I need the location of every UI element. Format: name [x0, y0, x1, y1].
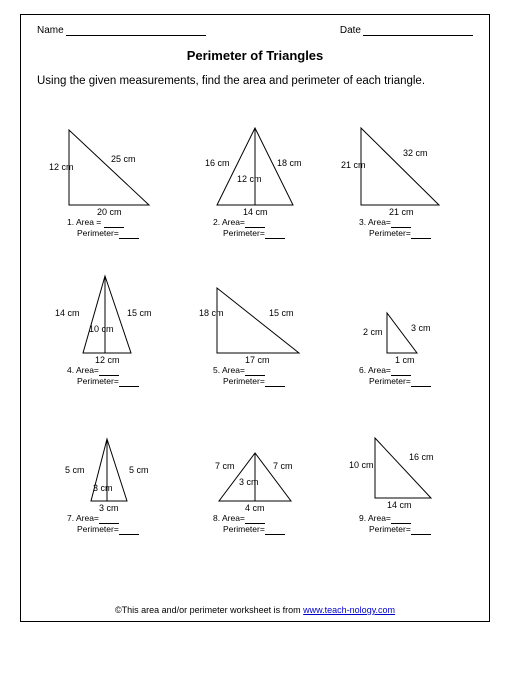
- svg-text:14 cm: 14 cm: [55, 308, 80, 318]
- svg-text:12 cm: 12 cm: [49, 162, 74, 172]
- perimeter-blank[interactable]: [265, 386, 285, 387]
- svg-text:21 cm: 21 cm: [389, 207, 414, 217]
- answer-lines: 7. Area= Perimeter=: [37, 513, 181, 535]
- triangle-figure: 18 cm 15 cm 17 cm: [183, 245, 327, 363]
- problem-cell: 16 cm 18 cm 12 cm 14 cm 2. Area= Perimeter=: [183, 97, 327, 239]
- svg-text:16 cm: 16 cm: [205, 158, 230, 168]
- svg-text:14 cm: 14 cm: [243, 207, 268, 217]
- instruction-text: Using the given measurements, find the a…: [37, 73, 473, 89]
- footer-text: ©This area and/or perimeter worksheet is…: [115, 605, 303, 615]
- answer-lines: 4. Area= Perimeter=: [37, 365, 181, 387]
- triangle-figure: 12 cm 25 cm 20 cm: [37, 97, 181, 215]
- triangle-figure: 14 cm 15 cm 10 cm 12 cm: [37, 245, 181, 363]
- svg-text:18 cm: 18 cm: [199, 308, 224, 318]
- svg-text:4 cm: 4 cm: [245, 503, 265, 513]
- problem-cell: 10 cm 16 cm 14 cm 9. Area= Perimeter=: [329, 393, 473, 535]
- svg-text:12 cm: 12 cm: [237, 174, 262, 184]
- date-input-line[interactable]: [363, 25, 473, 36]
- svg-text:5 cm: 5 cm: [129, 465, 149, 475]
- svg-text:20 cm: 20 cm: [97, 207, 122, 217]
- triangle-figure: 21 cm 32 cm 21 cm: [329, 97, 473, 215]
- problem-cell: 5 cm 5 cm 3 cm 3 cm 7. Area= Perimeter=: [37, 393, 181, 535]
- svg-text:7 cm: 7 cm: [273, 461, 293, 471]
- answer-lines: 3. Area= Perimeter=: [329, 217, 473, 239]
- answer-lines: 6. Area= Perimeter=: [329, 365, 473, 387]
- date-label: Date: [340, 25, 361, 36]
- svg-text:18 cm: 18 cm: [277, 158, 302, 168]
- triangle-figure: 7 cm 7 cm 3 cm 4 cm: [183, 393, 327, 511]
- footer: ©This area and/or perimeter worksheet is…: [21, 605, 489, 615]
- worksheet-title: Perimeter of Triangles: [37, 48, 473, 63]
- svg-text:17 cm: 17 cm: [245, 355, 270, 365]
- answer-lines: 9. Area= Perimeter=: [329, 513, 473, 535]
- problem-cell: 18 cm 15 cm 17 cm 5. Area= Perimeter=: [183, 245, 327, 387]
- svg-text:3 cm: 3 cm: [99, 503, 119, 513]
- svg-text:16 cm: 16 cm: [409, 452, 434, 462]
- answer-lines: 8. Area= Perimeter=: [183, 513, 327, 535]
- svg-text:3 cm: 3 cm: [93, 483, 113, 493]
- problem-cell: 2 cm 3 cm 1 cm 6. Area= Perimeter=: [329, 245, 473, 387]
- svg-text:21 cm: 21 cm: [341, 160, 366, 170]
- triangle-figure: 10 cm 16 cm 14 cm: [329, 393, 473, 511]
- footer-link[interactable]: www.teach-nology.com: [303, 605, 395, 615]
- triangle-figure: 5 cm 5 cm 3 cm 3 cm: [37, 393, 181, 511]
- svg-text:25 cm: 25 cm: [111, 154, 136, 164]
- problem-cell: 14 cm 15 cm 10 cm 12 cm 4. Area= Perimeter=: [37, 245, 181, 387]
- svg-text:5 cm: 5 cm: [65, 465, 85, 475]
- answer-lines: 5. Area= Perimeter=: [183, 365, 327, 387]
- perimeter-blank[interactable]: [411, 386, 431, 387]
- perimeter-blank[interactable]: [119, 238, 139, 239]
- perimeter-blank[interactable]: [411, 534, 431, 535]
- svg-text:10 cm: 10 cm: [349, 460, 374, 470]
- problem-cell: 21 cm 32 cm 21 cm 3. Area= Perimeter=: [329, 97, 473, 239]
- svg-text:2 cm: 2 cm: [363, 327, 383, 337]
- header-row: Name Date: [37, 25, 473, 36]
- name-input-line[interactable]: [66, 25, 206, 36]
- svg-text:7 cm: 7 cm: [215, 461, 235, 471]
- problem-cell: 7 cm 7 cm 3 cm 4 cm 8. Area= Perimeter=: [183, 393, 327, 535]
- perimeter-blank[interactable]: [265, 534, 285, 535]
- problem-cell: 12 cm 25 cm 20 cm 1. Area = Perimeter=: [37, 97, 181, 239]
- svg-text:15 cm: 15 cm: [269, 308, 294, 318]
- perimeter-blank[interactable]: [119, 386, 139, 387]
- problem-grid: 12 cm 25 cm 20 cm 1. Area = Perimeter= 16 …: [37, 97, 473, 535]
- svg-text:14 cm: 14 cm: [387, 500, 412, 510]
- svg-text:3 cm: 3 cm: [239, 477, 259, 487]
- svg-text:15 cm: 15 cm: [127, 308, 152, 318]
- triangle-figure: 2 cm 3 cm 1 cm: [329, 245, 473, 363]
- worksheet-page: Name Date Perimeter of Triangles Using t…: [20, 14, 490, 622]
- svg-text:10 cm: 10 cm: [89, 324, 114, 334]
- svg-text:12 cm: 12 cm: [95, 355, 120, 365]
- svg-text:1 cm: 1 cm: [395, 355, 415, 365]
- perimeter-blank[interactable]: [411, 238, 431, 239]
- perimeter-blank[interactable]: [119, 534, 139, 535]
- answer-lines: 2. Area= Perimeter=: [183, 217, 327, 239]
- answer-lines: 1. Area = Perimeter=: [37, 217, 181, 239]
- svg-text:32 cm: 32 cm: [403, 148, 428, 158]
- name-label: Name: [37, 25, 64, 36]
- triangle-figure: 16 cm 18 cm 12 cm 14 cm: [183, 97, 327, 215]
- svg-text:3 cm: 3 cm: [411, 323, 431, 333]
- perimeter-blank[interactable]: [265, 238, 285, 239]
